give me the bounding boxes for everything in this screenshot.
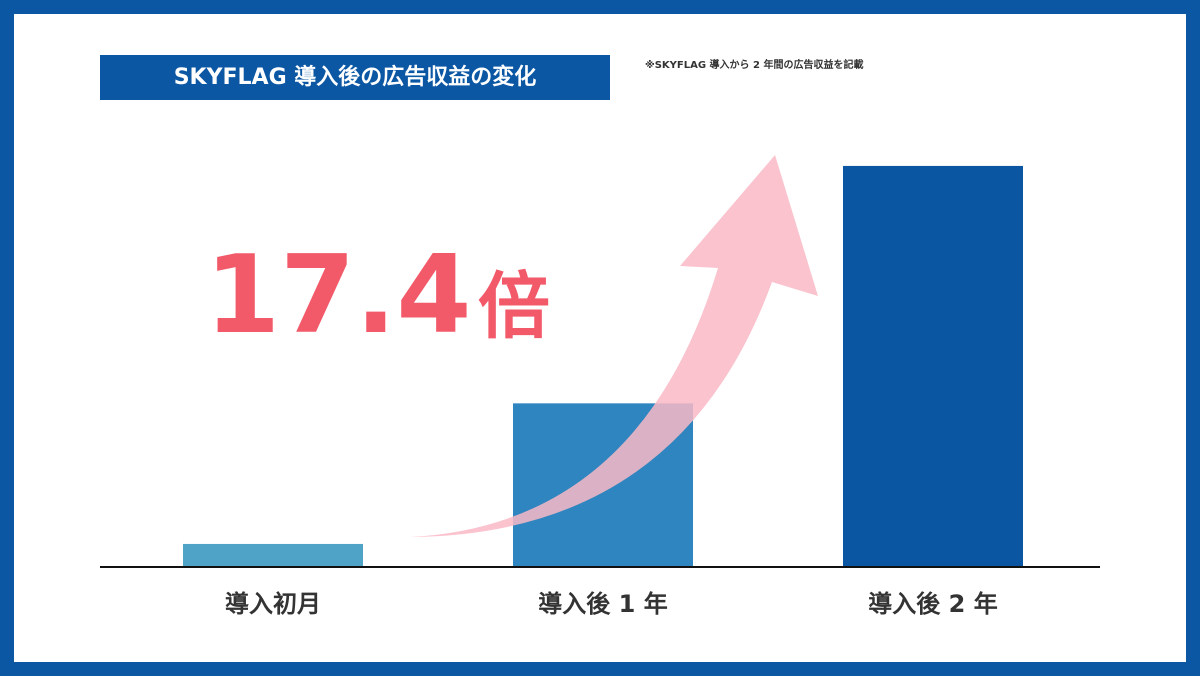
x-tick-label: 導入初月 <box>225 590 321 618</box>
growth-arrow <box>410 155 818 537</box>
callout-unit: 倍 <box>478 265 550 349</box>
callout-value: 17.4 <box>205 233 471 358</box>
bar <box>183 543 363 567</box>
x-tick-label: 導入後 1 年 <box>538 590 667 618</box>
title-box <box>100 55 610 100</box>
x-tick-label: 導入後 2 年 <box>868 590 997 618</box>
chart-title: SKYFLAG 導入後の広告収益の変化 <box>174 64 537 90</box>
note: ※SKYFLAG 導入から 2 年間の広告収益を記載 <box>645 58 863 71</box>
bar <box>843 165 1023 567</box>
